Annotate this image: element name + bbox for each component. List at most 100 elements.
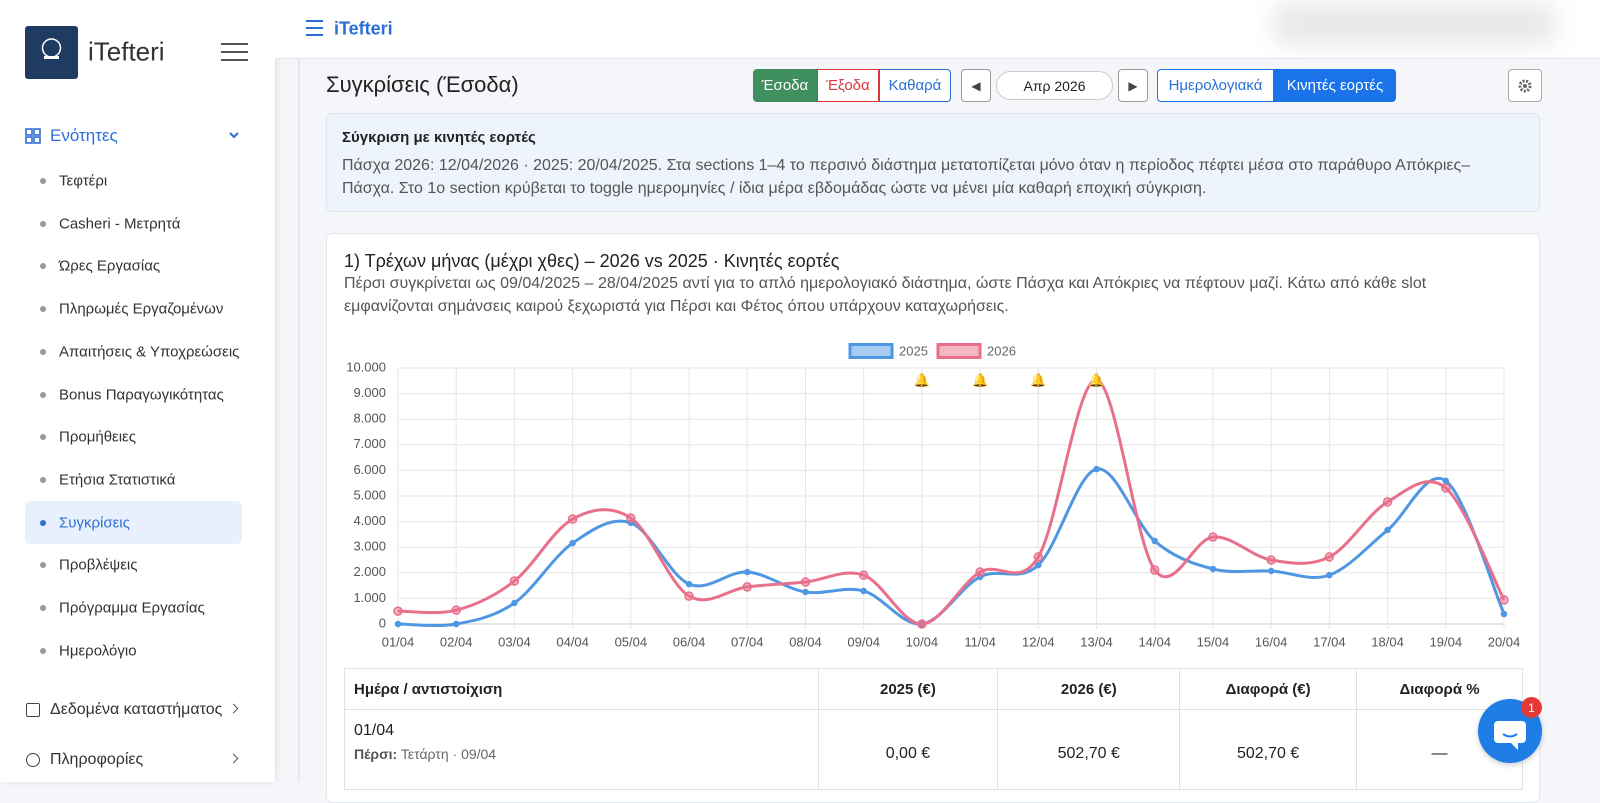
menu-toggle[interactable] [220,42,250,64]
card-subtitle: Πέρσι συγκρίνεται ως 09/04/2025 – 28/04/… [344,275,1427,315]
data-point [802,588,809,596]
column-header: 2026 (€) [997,668,1181,710]
nav-item[interactable]: Πρόγραμμα Εργασίας [59,599,205,617]
nav-dot [40,476,46,483]
y-tick-label: 8.000 [353,411,386,426]
day-cell: 01/04 Πέρσι: Τετάρτη · 09/04 [344,709,819,790]
type-button[interactable]: Έσοδα [753,69,817,102]
chevron [228,703,239,714]
section-icon [26,703,40,717]
divider [298,58,300,782]
data-point [1324,552,1335,562]
nav-dot [40,391,46,398]
next-button[interactable]: ▶ [1118,69,1148,102]
x-tick-label: 11/04 [964,634,996,649]
nav-dot [40,562,46,569]
nav-item[interactable]: Bonus Παραγωγικότητας [59,386,224,403]
nav-item[interactable]: Ώρες Εργασίας [59,257,161,275]
data-point [1209,565,1217,573]
data-point [567,514,578,524]
type-button[interactable]: Έξοδα [817,69,879,102]
data-point [1208,532,1218,542]
logo-icon [41,38,62,59]
y-tick-label: 3.000 [353,539,386,554]
x-tick-label: 05/04 [615,634,648,649]
nav-section[interactable]: Πληροφορίες [50,751,144,768]
notice-text: Πάσχα 2026: 12/04/2026 · 2025: 20/04/202… [342,157,1471,197]
nav-dot [40,605,46,611]
gear-icon [1518,79,1532,92]
nav-item[interactable]: Προβλέψεις [59,556,138,574]
data-point [1035,561,1042,569]
topbar-brand[interactable]: iTefteri [334,18,393,39]
mode-button[interactable]: Κινητές εορτές [1274,69,1396,102]
data-point [393,606,403,616]
data-point [742,582,753,592]
group-icon [25,128,41,144]
data-point [800,577,811,587]
nav-dot [40,263,46,270]
data-point [1149,565,1160,575]
nav-item[interactable]: Πληρωμές Εργαζομένων [59,300,224,318]
x-tick-label: 01/04 [382,634,415,649]
data-point [1326,571,1333,579]
x-tick-label: 06/04 [673,634,706,649]
data-point [1500,610,1508,618]
nav-item[interactable]: Τεφτέρι [59,172,108,190]
nav-dot [40,647,46,654]
annotation-marker: 🔔 [1088,372,1104,387]
data-point [451,605,461,615]
topbar-menu[interactable] [305,19,325,37]
nav-item[interactable]: Ημερολόγιο [59,642,137,660]
data-point [860,587,867,595]
y-tick-label: 10.000 [346,359,386,374]
data-point [1382,497,1393,507]
prev-button[interactable]: ◀ [961,69,991,102]
data-point [1266,555,1276,565]
data-point [511,599,518,607]
prior-line: Πέρσι: Τετάρτη · 09/04 [354,746,809,762]
y-tick-label: 5.000 [353,487,386,502]
data-point [1033,552,1044,562]
x-tick-label: 10/04 [906,634,939,649]
card-title: 1) Τρέχων μήνας (μέχρι χθες) – 2026 vs 2… [344,251,840,271]
data-point [1441,483,1451,493]
group-label[interactable]: Ενότητες [50,126,118,145]
mode-button[interactable]: Ημερολογιακά [1157,69,1274,102]
nav-item[interactable]: Προμήθειες [59,428,136,446]
nav-dot [40,306,46,313]
data-point [1091,375,1102,385]
nav-item[interactable]: Απαιτήσεις & Υποχρεώσεις [59,343,240,361]
y-tick-label: 0 [379,615,386,630]
x-tick-label: 19/04 [1430,634,1463,649]
nav-item[interactable]: Συγκρίσεις [59,514,130,532]
prior-date: Τετάρτη · 09/04 [400,746,497,762]
nav-section[interactable]: Δεδομένα καταστήματος [50,701,223,718]
page-title: Συγκρίσεις (Έσοδα) [326,72,519,97]
data-point [684,591,694,601]
settings-button[interactable] [1508,69,1542,102]
table-body: 01/04 Πέρσι: Τετάρτη · 09/04 0,00 €502,70 … [344,709,1523,790]
notice: Σύγκριση με κινητές εορτές Πάσχα 2026: 1… [326,113,1540,212]
y-tick-label: 2.000 [353,564,386,579]
legend-swatch [848,343,894,359]
legend-label: 2025 [899,343,928,358]
logo[interactable] [25,26,78,79]
nav-item[interactable]: Ετήσια Στατιστικά [59,471,176,489]
data-point [1151,537,1158,545]
data-point [394,620,402,628]
type-button[interactable]: Καθαρά [879,69,951,102]
annotation-marker: 🔔 [1030,372,1046,387]
data-point [452,620,460,628]
period-field[interactable]: Απρ 2026 [996,71,1113,100]
brand: iTefteri [88,36,165,67]
nav-item[interactable]: Casheri - Μετρητά [59,215,181,233]
y-tick-label: 7.000 [353,436,386,451]
data-point [1267,567,1275,575]
x-tick-label: 20/04 [1488,634,1521,649]
blurred-area [1275,4,1555,44]
day-label: 01/04 [354,722,395,739]
x-tick-label: 07/04 [731,634,764,649]
column-header: Διαφορά (€) [1179,668,1358,710]
table-row: 01/04 Πέρσι: Τετάρτη · 09/04 0,00 €502,70 … [344,709,1523,790]
